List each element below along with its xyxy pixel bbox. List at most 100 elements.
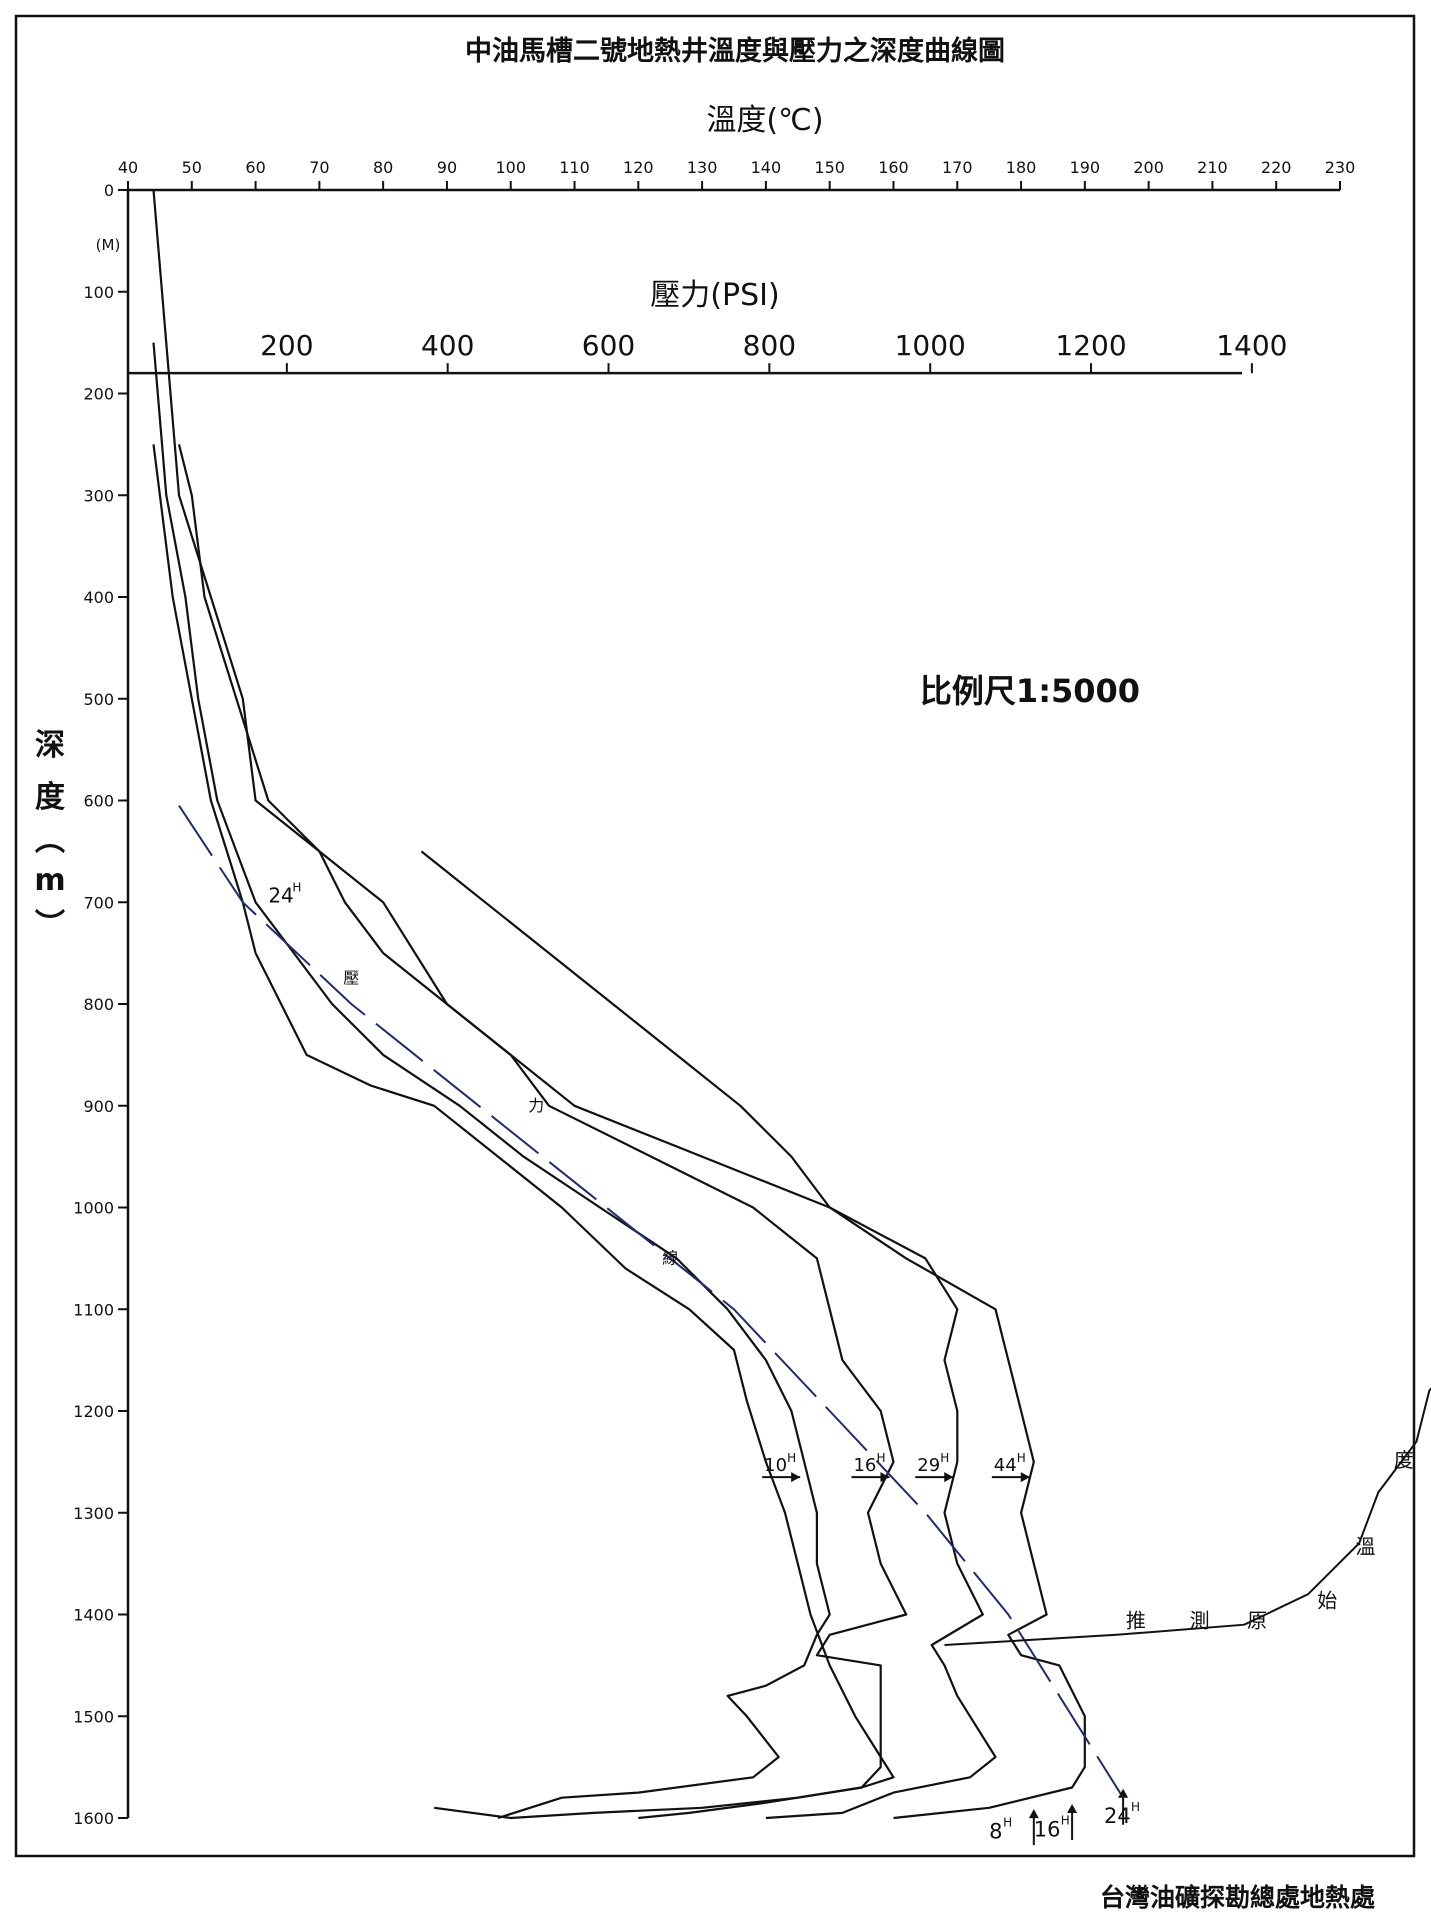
series-label-16h: 16: [853, 1455, 876, 1476]
series-arrowhead: [880, 1472, 890, 1483]
depth-marker-arrowhead: [1028, 1809, 1039, 1819]
pressure-curve-label-char: 壓: [343, 969, 359, 988]
extrapolated-curve-label-char: 推: [1126, 1609, 1146, 1633]
depth-tick-label: 700: [83, 893, 114, 912]
depth-marker-label: 8: [989, 1819, 1002, 1843]
temperature-tick-label: 80: [373, 158, 393, 177]
temperature-tick-label: 110: [559, 158, 590, 177]
depth-tick-label: 1600: [73, 1809, 114, 1828]
pressure-tick-label: 1200: [1055, 329, 1126, 362]
depth-axis-title-char: ︵: [35, 823, 65, 858]
depth-tick-label: 400: [83, 588, 114, 607]
temperature-tick-label: 90: [437, 158, 457, 177]
pressure-tick-label: 800: [743, 329, 796, 362]
depth-tick-label: 800: [83, 995, 114, 1014]
pressure-tick-label: 1400: [1216, 329, 1287, 362]
extrapolated-curve-label-char: 溫: [1356, 1534, 1376, 1558]
pressure-curve: [178, 805, 1124, 1799]
temperature-tick-label: 160: [878, 158, 909, 177]
depth-tick-label: 600: [83, 792, 114, 811]
temperature-tick-label: 190: [1070, 158, 1101, 177]
depth-tick-label: 100: [83, 283, 114, 302]
temperature-tick-label: 120: [623, 158, 654, 177]
series-label-sup: H: [940, 1451, 949, 1465]
extrapolated-curve-label-char: 原: [1247, 1609, 1267, 1633]
temperature-tick-label: 170: [942, 158, 973, 177]
depth-marker-sup: H: [1003, 1815, 1012, 1829]
temperature-curve-29h: [152, 189, 997, 1820]
temperature-tick-label: 230: [1325, 158, 1356, 177]
series-arrowhead: [944, 1472, 954, 1483]
temperature-curve-10h: [152, 342, 831, 1820]
temperature-tick-label: 200: [1133, 158, 1164, 177]
series-label-sup: H: [787, 1451, 796, 1465]
depth-axis-title-char: 度: [35, 780, 65, 815]
extrapolated-curve-label-char: 度: [1394, 1448, 1414, 1472]
temperature-tick-label: 100: [495, 158, 526, 177]
temperature-tick-label: 210: [1197, 158, 1228, 177]
temperature-tick-label: 40: [118, 158, 138, 177]
extrapolated-curve-label-char: 始: [1317, 1588, 1337, 1612]
series-label-sup: H: [876, 1451, 885, 1465]
temperature-tick-label: 220: [1261, 158, 1292, 177]
depth-axis-title-char: 深: [35, 728, 65, 763]
temperature-tick-label: 150: [814, 158, 845, 177]
depth-tick-label: 0: [104, 181, 114, 200]
pressure-tick-label: 600: [582, 329, 635, 362]
depth-tick-label: 1500: [73, 1707, 114, 1726]
temperature-tick-label: 140: [751, 158, 782, 177]
depth-marker-label: 16: [1034, 1817, 1061, 1841]
temperature-curve-44h: [420, 850, 1086, 1820]
depth-unit-label: (M): [96, 236, 121, 254]
pressure-axis-label: 壓力(PSI): [650, 278, 779, 313]
temperature-curve-16h: [177, 444, 908, 1820]
depth-tick-label: 300: [83, 486, 114, 505]
pressure-curve-label-char: 力: [528, 1096, 544, 1115]
series-label-29h: 29: [917, 1455, 940, 1476]
temperature-tick-label: 50: [182, 158, 202, 177]
pressure-tick-label: 1000: [895, 329, 966, 362]
series-arrowhead: [791, 1472, 801, 1483]
temperature-tick-label: 60: [245, 158, 265, 177]
extrapolated-curve-label-char: 測: [1190, 1609, 1210, 1633]
axes-layer: 40 50 60 70 80 90 100 110 120 130 140 150 160 170 180 1…: [73, 158, 1355, 1828]
temperature-tick-label: 130: [687, 158, 718, 177]
depth-axis-title-char: m: [34, 863, 65, 898]
series-label-sup: H: [1017, 1451, 1026, 1465]
series-arrowhead: [1020, 1472, 1030, 1483]
depth-axis-title-char: ︶: [35, 908, 65, 943]
depth-tick-label: 1000: [73, 1199, 114, 1218]
chart-frame: [14, 14, 1416, 1858]
depth-marker-arrowhead: [1118, 1788, 1129, 1798]
depth-tick-label: 500: [83, 690, 114, 709]
depth-tick-label: 1400: [73, 1606, 114, 1625]
depth-tick-label: 1200: [73, 1402, 114, 1421]
depth-tick-label: 1100: [73, 1300, 114, 1319]
scale-note: 比例尺1:5000: [920, 672, 1140, 710]
depth-tick-label: 900: [83, 1097, 114, 1116]
footer-credit: 台灣油礦探勘總處地熱處: [1100, 1883, 1375, 1912]
chart-title: 中油馬槽二號地熱井溫度與壓力之深度曲線圖: [465, 35, 1005, 67]
temperature-tick-label: 180: [1006, 158, 1037, 177]
series-label-sup: H: [292, 880, 301, 894]
series-label-24h: 24: [268, 883, 293, 907]
series-label-10h: 10: [764, 1455, 787, 1476]
pressure-curve-label-char: 線: [662, 1248, 678, 1267]
depth-tick-label: 1300: [73, 1504, 114, 1523]
depth-marker-sup: H: [1061, 1813, 1070, 1827]
temperature-curve-24h: [152, 444, 895, 1820]
pressure-tick-label: 200: [260, 329, 313, 362]
pressure-tick-label: 400: [421, 329, 474, 362]
depth-axis-title: 深 度 ︵ m ︶: [34, 728, 65, 943]
depth-marker-sup: H: [1131, 1800, 1140, 1814]
series-layer: [152, 189, 1431, 1820]
annotation-layer: 24H10 H 16 H 29 H 44 H壓力線推測原始溫度8 H 16 H 24 H: [268, 880, 1414, 1846]
depth-marker-arrowhead: [1067, 1804, 1078, 1813]
extrapolated-temperature-curve: [944, 1387, 1431, 1646]
depth-marker-label: 24: [1104, 1804, 1131, 1828]
temperature-axis-label: 溫度(℃): [706, 103, 823, 138]
temperature-tick-label: 70: [309, 158, 329, 177]
series-label-44h: 44: [994, 1455, 1017, 1476]
depth-tick-label: 200: [83, 385, 114, 404]
